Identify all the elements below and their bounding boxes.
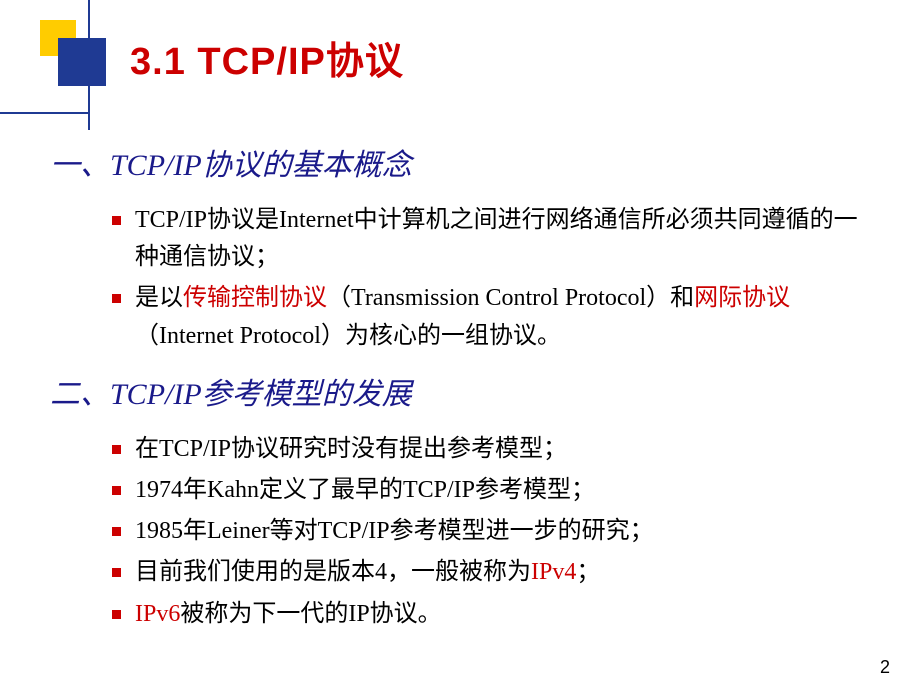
bullet-icon	[112, 294, 121, 303]
bullet-text: TCP/IP协议是Internet中计算机之间进行网络通信所必须共同遵循的一种通…	[135, 202, 880, 276]
dec-navy-square	[58, 38, 106, 86]
list-item: TCP/IP协议是Internet中计算机之间进行网络通信所必须共同遵循的一种通…	[112, 202, 880, 276]
bullet-text: 目前我们使用的是版本4，一般被称为IPv4；	[135, 554, 880, 591]
dec-vertical-line	[88, 0, 90, 130]
slide-title: 3.1 TCP/IP协议	[130, 30, 404, 85]
slide-content: 一、TCP/IP协议的基本概念 TCP/IP协议是Internet中计算机之间进…	[50, 140, 880, 647]
bullet-text: IPv6被称为下一代的IP协议。	[135, 596, 880, 633]
bullet-icon	[112, 610, 121, 619]
bullet-text: 在TCP/IP协议研究时没有提出参考模型；	[135, 431, 880, 468]
bullet-text: 1974年Kahn定义了最早的TCP/IP参考模型；	[135, 472, 880, 509]
list-item: 是以传输控制协议（Transmission Control Protocol）和…	[112, 280, 880, 354]
bullet-list-1: TCP/IP协议是Internet中计算机之间进行网络通信所必须共同遵循的一种通…	[112, 202, 880, 355]
list-item: 在TCP/IP协议研究时没有提出参考模型；	[112, 431, 880, 468]
list-item: 目前我们使用的是版本4，一般被称为IPv4；	[112, 554, 880, 591]
bullet-icon	[112, 527, 121, 536]
list-item: IPv6被称为下一代的IP协议。	[112, 596, 880, 633]
section-heading-2: 二、TCP/IP参考模型的发展	[50, 369, 880, 413]
title-decoration	[40, 20, 110, 100]
bullet-icon	[112, 445, 121, 454]
list-item: 1985年Leiner等对TCP/IP参考模型进一步的研究；	[112, 513, 880, 550]
bullet-text: 是以传输控制协议（Transmission Control Protocol）和…	[135, 280, 880, 354]
bullet-icon	[112, 216, 121, 225]
section-heading-1: 一、TCP/IP协议的基本概念	[50, 140, 880, 184]
dec-horizontal-line	[0, 112, 90, 114]
page-number: 2	[880, 657, 890, 678]
bullet-list-2: 在TCP/IP协议研究时没有提出参考模型； 1974年Kahn定义了最早的TCP…	[112, 431, 880, 633]
bullet-text: 1985年Leiner等对TCP/IP参考模型进一步的研究；	[135, 513, 880, 550]
bullet-icon	[112, 568, 121, 577]
list-item: 1974年Kahn定义了最早的TCP/IP参考模型；	[112, 472, 880, 509]
bullet-icon	[112, 486, 121, 495]
